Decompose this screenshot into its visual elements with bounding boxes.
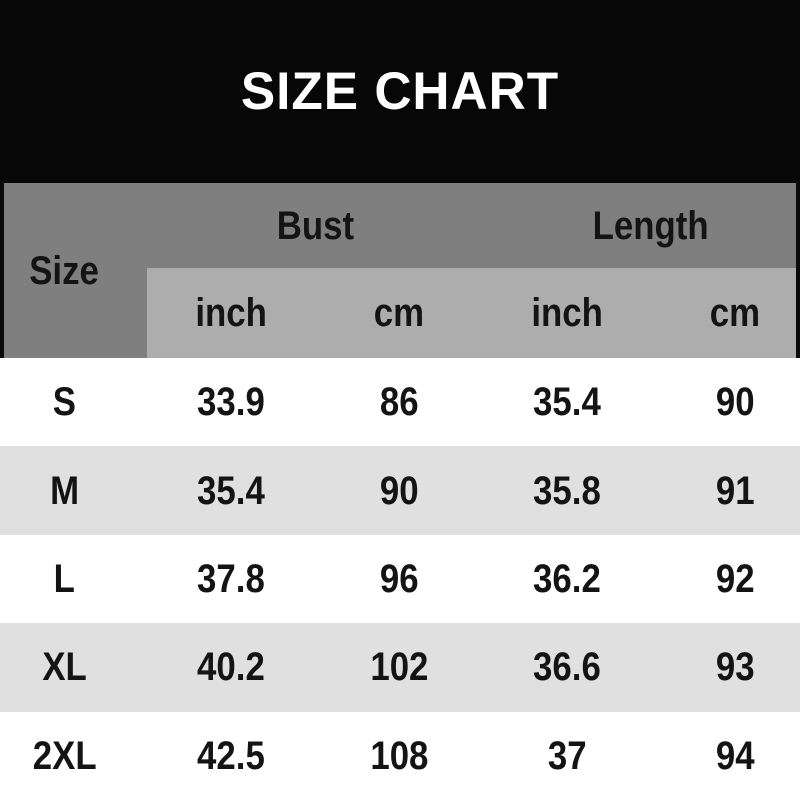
size-value: 2XL: [32, 733, 97, 778]
value-cell: 36.6: [483, 623, 651, 711]
length-cm-value: 94: [715, 733, 755, 778]
bust-cm-value: 96: [379, 557, 419, 602]
table-body: S 33.9 86 35.4 90 M 35.4 90 35.8 91 L 37…: [0, 358, 800, 800]
bust-inch-value: 35.4: [197, 468, 265, 513]
size-column-label: Size: [29, 248, 100, 293]
table-row-2xl: 2XL 42.5 108 37 94: [0, 712, 800, 800]
bust-inch-value: 42.5: [197, 733, 265, 778]
length-inch-value: 35.4: [533, 380, 601, 425]
subheader-cell-length-cm: cm: [651, 268, 800, 358]
table-row-xl: XL 40.2 102 36.6 93: [0, 623, 800, 712]
table-row-m: M 35.4 90 35.8 91: [0, 446, 800, 535]
page-title: SIZE CHART: [240, 62, 560, 121]
subheader-cell-bust-inch: inch: [147, 268, 315, 358]
bust-inch-value: 33.9: [197, 380, 265, 425]
subheader-label: cm: [709, 291, 761, 335]
size-value: M: [49, 468, 79, 513]
header-grid: Size Bust Length inch cm inch cm: [0, 183, 800, 358]
value-cell: 42.5: [147, 712, 315, 800]
bust-group-label: Bust: [276, 203, 354, 248]
length-inch-value: 36.6: [533, 645, 601, 690]
table-row-l: L 37.8 96 36.2 92: [0, 535, 800, 623]
bust-inch-value: 37.8: [197, 557, 265, 602]
header-cell-size: Size: [0, 183, 147, 358]
bust-cm-value: 86: [379, 380, 419, 425]
bust-cm-value: 108: [369, 733, 429, 778]
size-cell: XL: [0, 623, 147, 711]
subheader-label: inch: [195, 291, 267, 335]
value-cell: 40.2: [147, 623, 315, 711]
value-cell: 33.9: [147, 358, 315, 446]
subheader-label: cm: [373, 291, 425, 335]
length-cm-value: 92: [715, 557, 755, 602]
size-cell: M: [0, 446, 147, 534]
size-value: S: [52, 380, 77, 425]
header-left-edge-bar: [0, 183, 4, 358]
size-value: L: [53, 557, 76, 602]
bust-inch-value: 40.2: [197, 645, 265, 690]
value-cell: 37: [483, 712, 651, 800]
value-cell: 108: [315, 712, 483, 800]
value-cell: 37.8: [147, 535, 315, 623]
length-cm-value: 90: [715, 380, 755, 425]
length-inch-value: 37: [547, 733, 587, 778]
value-cell: 94: [651, 712, 800, 800]
size-value: XL: [42, 645, 87, 690]
value-cell: 96: [315, 535, 483, 623]
table-header: Size Bust Length inch cm inch cm: [0, 183, 800, 358]
value-cell: 92: [651, 535, 800, 623]
subheader-label: inch: [531, 291, 603, 335]
value-cell: 35.4: [483, 358, 651, 446]
bust-cm-value: 102: [369, 645, 429, 690]
value-cell: 35.8: [483, 446, 651, 534]
value-cell: 102: [315, 623, 483, 711]
value-cell: 93: [651, 623, 800, 711]
length-cm-value: 93: [715, 645, 755, 690]
subheader-cell-bust-cm: cm: [315, 268, 483, 358]
header-cell-length: Length: [483, 183, 800, 268]
length-group-label: Length: [593, 203, 709, 248]
value-cell: 91: [651, 446, 800, 534]
size-cell: 2XL: [0, 712, 147, 800]
value-cell: 86: [315, 358, 483, 446]
value-cell: 36.2: [483, 535, 651, 623]
size-cell: L: [0, 535, 147, 623]
length-inch-value: 36.2: [533, 557, 601, 602]
header-cell-bust: Bust: [147, 183, 483, 268]
value-cell: 90: [651, 358, 800, 446]
table-row-s: S 33.9 86 35.4 90: [0, 358, 800, 446]
length-cm-value: 91: [715, 468, 755, 513]
title-banner: SIZE CHART: [0, 0, 800, 183]
bust-cm-value: 90: [379, 468, 419, 513]
length-inch-value: 35.8: [533, 468, 601, 513]
subheader-cell-length-inch: inch: [483, 268, 651, 358]
value-cell: 90: [315, 446, 483, 534]
size-cell: S: [0, 358, 147, 446]
header-right-edge-bar: [796, 183, 800, 358]
value-cell: 35.4: [147, 446, 315, 534]
